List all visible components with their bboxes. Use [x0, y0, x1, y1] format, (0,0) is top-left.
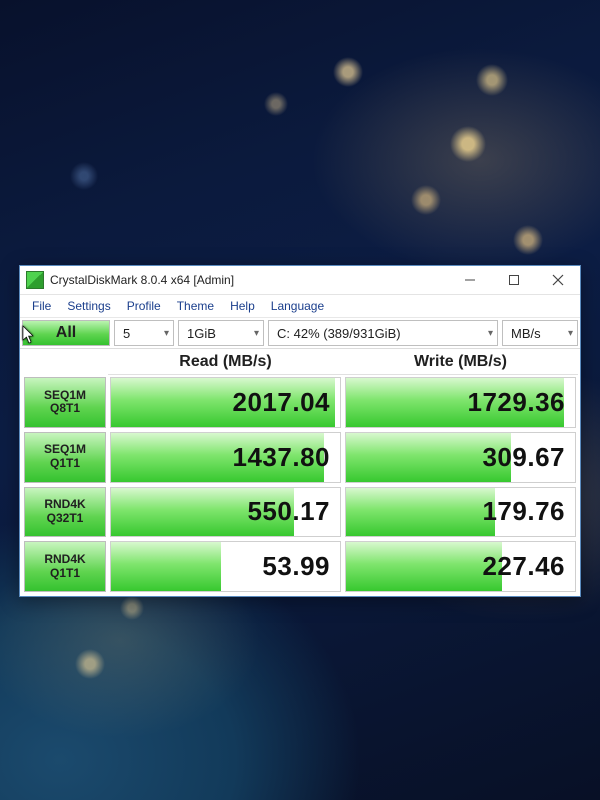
result-value: 1437.80 [233, 442, 330, 473]
menu-language[interactable]: Language [265, 297, 330, 315]
titlebar[interactable]: CrystalDiskMark 8.0.4 x64 [Admin] [20, 266, 580, 295]
test-size-select[interactable]: 1GiB ▾ [178, 320, 264, 346]
config-row: All 5 ▾ 1GiB ▾ C: 42% (389/931GiB) ▾ MB/… [20, 318, 580, 349]
menu-settings[interactable]: Settings [61, 297, 116, 315]
test-label: Q32T1 [47, 512, 84, 526]
test-label: SEQ1M [44, 389, 86, 403]
drive-value: C: 42% (389/931GiB) [277, 326, 401, 341]
test-count-value: 5 [123, 326, 130, 341]
crystaldiskmark-icon [26, 271, 44, 289]
result-read-3: 53.99 [110, 541, 341, 592]
menu-theme[interactable]: Theme [171, 297, 220, 315]
run-all-button[interactable]: All [22, 320, 110, 346]
close-icon [552, 274, 564, 286]
run-all-label: All [56, 324, 76, 342]
menubar: File Settings Profile Theme Help Languag… [20, 295, 580, 318]
menu-help[interactable]: Help [224, 297, 261, 315]
window-title: CrystalDiskMark 8.0.4 x64 [Admin] [50, 273, 234, 287]
run-rnd4k-q1t1-button[interactable]: RND4K Q1T1 [24, 541, 106, 592]
result-value: 53.99 [262, 551, 330, 582]
test-label: Q1T1 [50, 457, 80, 471]
maximize-button[interactable] [492, 266, 536, 294]
corner-spacer [22, 349, 108, 375]
result-write-2: 179.76 [345, 487, 576, 538]
result-value: 1729.36 [468, 387, 565, 418]
test-label: RND4K [44, 553, 85, 567]
result-write-0: 1729.36 [345, 377, 576, 428]
unit-value: MB/s [511, 326, 541, 341]
result-read-0: 2017.04 [110, 377, 341, 428]
test-label: SEQ1M [44, 443, 86, 457]
result-write-1: 309.67 [345, 432, 576, 483]
chevron-down-icon: ▾ [164, 328, 169, 339]
close-button[interactable] [536, 266, 580, 294]
minimize-icon [464, 274, 476, 286]
cursor-icon [21, 325, 37, 345]
results-grid: Read (MB/s) Write (MB/s) SEQ1M Q8T1 2017… [20, 349, 580, 596]
result-write-3: 227.46 [345, 541, 576, 592]
result-value: 550.17 [247, 496, 330, 527]
unit-select[interactable]: MB/s ▾ [502, 320, 578, 346]
crystaldiskmark-window: CrystalDiskMark 8.0.4 x64 [Admin] File S… [19, 265, 581, 597]
test-label: RND4K [44, 498, 85, 512]
column-header-write: Write (MB/s) [343, 349, 578, 375]
drive-select[interactable]: C: 42% (389/931GiB) ▾ [268, 320, 498, 346]
chevron-down-icon: ▾ [568, 328, 573, 339]
desktop-wallpaper: CrystalDiskMark 8.0.4 x64 [Admin] File S… [0, 0, 600, 800]
minimize-button[interactable] [448, 266, 492, 294]
test-count-select[interactable]: 5 ▾ [114, 320, 174, 346]
column-header-read: Read (MB/s) [108, 349, 343, 375]
test-size-value: 1GiB [187, 326, 216, 341]
test-label: Q1T1 [50, 567, 80, 581]
result-value: 309.67 [482, 442, 565, 473]
chevron-down-icon: ▾ [488, 328, 493, 339]
maximize-icon [508, 274, 520, 286]
test-label: Q8T1 [50, 402, 80, 416]
menu-file[interactable]: File [26, 297, 57, 315]
run-rnd4k-q32t1-button[interactable]: RND4K Q32T1 [24, 487, 106, 538]
result-value: 2017.04 [233, 387, 330, 418]
result-read-1: 1437.80 [110, 432, 341, 483]
run-seq1m-q8t1-button[interactable]: SEQ1M Q8T1 [24, 377, 106, 428]
result-value: 179.76 [482, 496, 565, 527]
result-read-2: 550.17 [110, 487, 341, 538]
run-seq1m-q1t1-button[interactable]: SEQ1M Q1T1 [24, 432, 106, 483]
menu-profile[interactable]: Profile [121, 297, 167, 315]
chevron-down-icon: ▾ [254, 328, 259, 339]
result-value: 227.46 [482, 551, 565, 582]
